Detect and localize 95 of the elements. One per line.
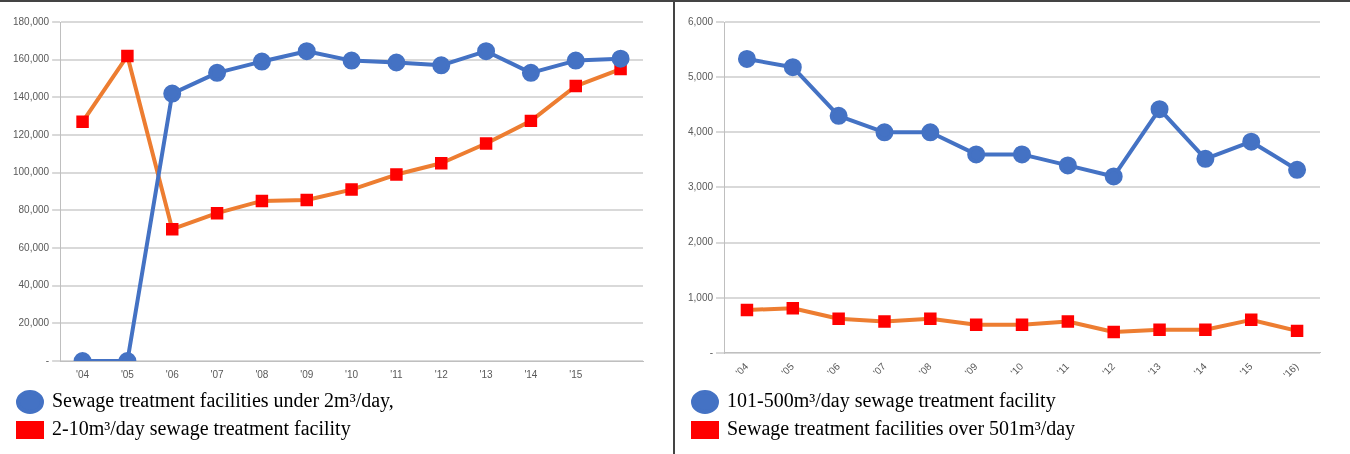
- x-tick-label: '16): [1281, 360, 1301, 381]
- point: [1061, 315, 1075, 328]
- point: [165, 222, 179, 236]
- point: [1058, 156, 1077, 175]
- point: [875, 123, 894, 142]
- x-tick-label: '10: [345, 368, 359, 380]
- y-tick-label: 80,000: [18, 204, 50, 216]
- point: [969, 318, 983, 332]
- x-tick-label: '05: [120, 368, 135, 380]
- y-tick-label: 60,000: [18, 241, 50, 253]
- point: [878, 315, 891, 328]
- point: [432, 56, 451, 75]
- y-tick-label: 160,000: [12, 53, 50, 65]
- point: [387, 53, 406, 72]
- x-tick-label: '12: [434, 368, 449, 380]
- x-tick-label: '08: [255, 368, 269, 380]
- point: [1104, 167, 1123, 186]
- point: [345, 183, 358, 196]
- point: [1290, 324, 1304, 338]
- x-tick-label: '04: [76, 368, 90, 380]
- point: [479, 137, 493, 150]
- x-tick-label: '12: [1100, 360, 1118, 378]
- point: [210, 206, 224, 220]
- point: [390, 168, 403, 181]
- point: [252, 52, 271, 71]
- y-tick-label: -: [709, 346, 714, 358]
- x-tick-label: '08: [916, 360, 934, 378]
- point: [521, 63, 540, 82]
- point: [477, 42, 496, 61]
- point: [76, 115, 89, 129]
- point: [611, 49, 630, 68]
- point: [740, 303, 754, 317]
- point: [1199, 323, 1212, 337]
- point: [255, 194, 269, 208]
- x-tick-label: '13: [1145, 360, 1164, 378]
- x-tick-label: '13: [479, 368, 494, 380]
- point: [1015, 318, 1029, 332]
- x-tick-label: '09: [300, 368, 314, 380]
- point: [1288, 160, 1307, 179]
- point: [569, 79, 582, 93]
- point: [1013, 145, 1032, 164]
- legend-label: 2-10m³/day sewage treatment facility: [52, 417, 351, 441]
- point: [737, 49, 756, 68]
- point: [208, 63, 227, 82]
- legend-label: Sewage treatment facilities under 2m³/day,: [52, 389, 394, 413]
- y-tick-label: 5,000: [687, 70, 714, 82]
- x-tick-label: '14: [1191, 360, 1210, 378]
- point: [1150, 100, 1169, 119]
- point: [921, 123, 940, 142]
- x-tick-label: '10: [1008, 360, 1026, 378]
- point: [163, 84, 182, 103]
- point: [1244, 313, 1258, 327]
- x-tick-label: '14: [524, 368, 538, 380]
- point: [786, 302, 800, 315]
- y-tick-label: 120,000: [12, 128, 50, 140]
- point: [829, 106, 848, 125]
- point: [783, 58, 802, 77]
- x-tick-label: '09: [962, 360, 980, 378]
- x-tick-label: '07: [870, 360, 889, 378]
- y-tick-label: 140,000: [12, 91, 50, 103]
- x-tick-label: '07: [210, 368, 225, 380]
- point: [121, 49, 134, 63]
- point: [524, 114, 538, 128]
- point: [342, 51, 361, 70]
- x-tick-label: '15: [569, 368, 583, 380]
- x-tick-label: '04: [733, 360, 751, 378]
- point: [924, 312, 937, 325]
- y-tick-label: -: [45, 354, 50, 366]
- point: [435, 157, 448, 170]
- legend-label: Sewage treatment facilities over 501m³/day: [727, 417, 1076, 441]
- y-tick-label: 20,000: [18, 317, 50, 329]
- x-tick-label: '11: [1054, 360, 1072, 378]
- y-tick-label: 6,000: [687, 15, 714, 27]
- point: [1153, 323, 1166, 337]
- legend-label: 101-500m³/day sewage treatment facility: [727, 389, 1056, 413]
- y-tick-label: 3,000: [687, 181, 714, 193]
- x-tick-label: '06: [824, 360, 843, 378]
- y-tick-label: 2,000: [687, 236, 714, 248]
- x-tick-label: '11: [390, 368, 403, 380]
- x-tick-label: '06: [165, 368, 180, 380]
- x-tick-label: '15: [1237, 360, 1255, 378]
- y-tick-label: 180,000: [12, 15, 50, 27]
- y-tick-label: 4,000: [687, 126, 714, 138]
- y-tick-label: 1,000: [687, 291, 714, 303]
- point: [297, 42, 316, 61]
- point: [1242, 132, 1261, 151]
- y-tick-label: 40,000: [18, 279, 50, 291]
- point: [300, 193, 313, 207]
- y-tick-label: 100,000: [12, 166, 50, 178]
- point: [1107, 325, 1120, 339]
- x-tick-label: '05: [779, 360, 797, 378]
- point: [566, 51, 585, 70]
- point: [1196, 149, 1215, 168]
- point: [832, 312, 845, 325]
- point: [967, 145, 986, 164]
